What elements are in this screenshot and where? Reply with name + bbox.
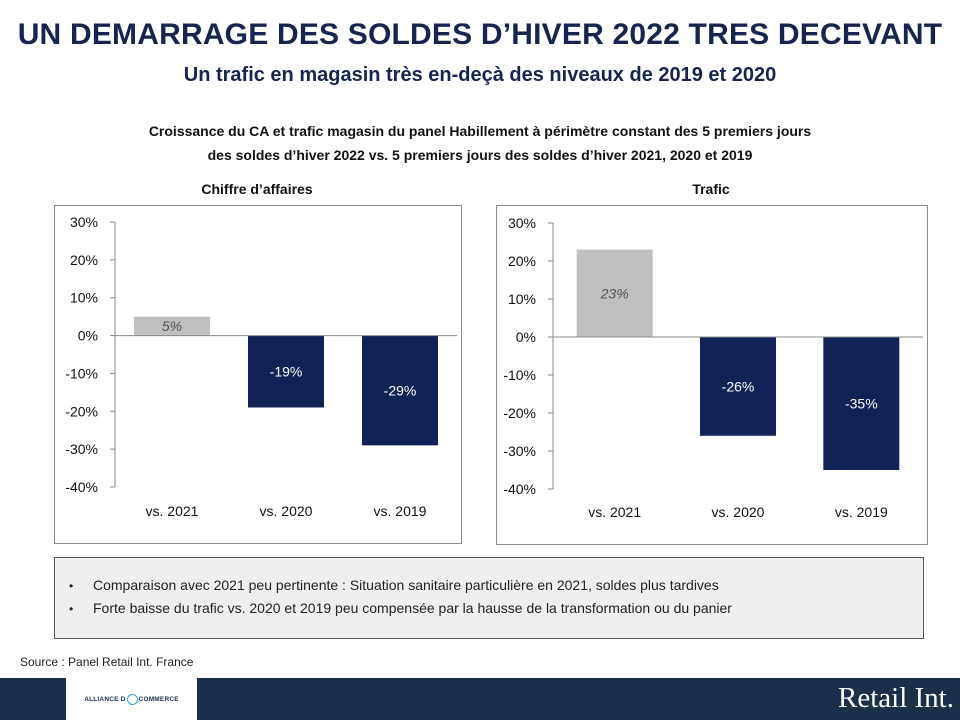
traffic-chart: 30% 20% 10% 0% -10% -20% -30% -40% 23% vs. 2021 -2… <box>496 205 928 545</box>
y-tick-label: -30% <box>65 441 98 457</box>
y-tick-label: 30% <box>70 214 98 230</box>
traffic-chart-svg: 30% 20% 10% 0% -10% -20% -30% -40% 23% vs. 2021 -2… <box>503 215 923 520</box>
notes-box: • Comparaison avec 2021 peu pertinente :… <box>54 557 924 639</box>
data-label: -26% <box>722 378 755 394</box>
y-tick-label: -40% <box>65 479 98 495</box>
chart-title-traffic: Trafic <box>692 181 730 197</box>
y-tick-label: 20% <box>70 252 98 268</box>
data-label: -19% <box>270 364 303 380</box>
data-label: 23% <box>600 285 629 301</box>
page-subtitle: Un trafic en magasin très en-deçà des ni… <box>183 64 777 86</box>
x-category-label: vs. 2021 <box>146 503 199 519</box>
y-tick-label: -20% <box>65 403 98 419</box>
alliance-du-commerce-logo: ALLIANCE D COMMERCE <box>66 678 197 720</box>
note-item: • Forte baisse du trafic vs. 2020 et 201… <box>69 597 923 620</box>
chart-description-line-2: des soldes d’hiver 2022 vs. 5 premiers j… <box>207 147 753 163</box>
y-tick-label: 10% <box>70 290 98 306</box>
bar <box>362 335 438 446</box>
bar <box>248 335 324 408</box>
bar <box>134 316 210 336</box>
y-tick-label: 20% <box>508 253 536 269</box>
data-label: -29% <box>384 382 417 398</box>
bar <box>700 337 776 436</box>
y-tick-label: -20% <box>503 405 536 421</box>
data-label: 5% <box>162 318 182 334</box>
footer-bar: ALLIANCE D COMMERCE Retail Int. <box>0 678 960 720</box>
x-category-label: vs. 2020 <box>260 503 313 519</box>
logo-text-a: ALLIANCE D <box>84 695 126 703</box>
x-category-label: vs. 2019 <box>835 504 888 520</box>
data-label: -35% <box>845 396 878 412</box>
y-tick-label: -30% <box>503 443 536 459</box>
bullet: • <box>69 579 74 593</box>
y-tick-label: -10% <box>65 365 98 381</box>
logo-ring-icon <box>126 693 138 705</box>
y-tick-label: 0% <box>516 329 536 345</box>
source-note: Source : Panel Retail Int. France <box>20 655 194 669</box>
y-tick-label: -40% <box>503 481 536 497</box>
logo-text-b: COMMERCE <box>138 695 179 703</box>
y-tick-label: -10% <box>503 367 536 383</box>
bar <box>576 249 653 337</box>
x-category-label: vs. 2020 <box>712 504 765 520</box>
y-tick-label: 10% <box>508 291 536 307</box>
retail-int-brand: Retail Int. <box>838 682 954 714</box>
note-text: Forte baisse du trafic vs. 2020 et 2019 … <box>93 600 732 616</box>
note-item: • Comparaison avec 2021 peu pertinente :… <box>69 574 923 597</box>
note-text: Comparaison avec 2021 peu pertinente : S… <box>93 577 719 593</box>
x-category-label: vs. 2019 <box>374 503 427 519</box>
chart-title-revenue: Chiffre d’affaires <box>201 181 313 197</box>
y-tick-label: 0% <box>78 328 98 344</box>
bar <box>823 337 900 470</box>
page-title: UN DEMARRAGE DES SOLDES D’HIVER 2022 TRE… <box>17 18 943 51</box>
x-category-label: vs. 2021 <box>588 504 641 520</box>
chart-description-line-1: Croissance du CA et trafic magasin du pa… <box>148 123 812 139</box>
revenue-chart-svg: 30% 20% 10% 0% -10% -20% -30% -40% 5% vs. 2021 -19… <box>65 214 457 519</box>
revenue-chart: 30% 20% 10% 0% -10% -20% -30% -40% 5% vs. 2021 -19… <box>54 205 462 544</box>
bullet: • <box>69 602 74 616</box>
y-tick-label: 30% <box>508 215 536 231</box>
